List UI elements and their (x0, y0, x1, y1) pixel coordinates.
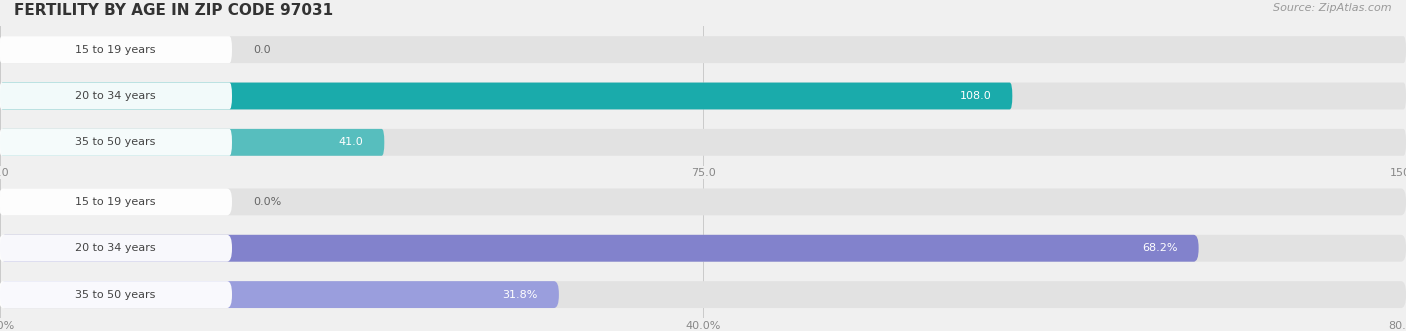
FancyBboxPatch shape (0, 281, 1406, 308)
Text: 0.0: 0.0 (253, 45, 271, 55)
FancyBboxPatch shape (0, 188, 232, 215)
FancyBboxPatch shape (0, 281, 560, 308)
Text: 20 to 34 years: 20 to 34 years (76, 91, 156, 101)
FancyBboxPatch shape (0, 82, 1012, 110)
Text: 20 to 34 years: 20 to 34 years (75, 243, 156, 253)
Text: 35 to 50 years: 35 to 50 years (75, 290, 156, 300)
FancyBboxPatch shape (0, 36, 1406, 63)
Text: FERTILITY BY AGE IN ZIP CODE 97031: FERTILITY BY AGE IN ZIP CODE 97031 (14, 3, 333, 18)
FancyBboxPatch shape (0, 281, 232, 308)
Text: 68.2%: 68.2% (1142, 243, 1177, 253)
FancyBboxPatch shape (0, 188, 1406, 215)
FancyBboxPatch shape (0, 235, 1198, 262)
FancyBboxPatch shape (0, 129, 232, 156)
Text: 0.0%: 0.0% (253, 197, 281, 207)
Text: 31.8%: 31.8% (502, 290, 537, 300)
Text: 41.0: 41.0 (339, 137, 363, 147)
FancyBboxPatch shape (0, 235, 1406, 262)
FancyBboxPatch shape (0, 235, 232, 262)
Text: Source: ZipAtlas.com: Source: ZipAtlas.com (1274, 3, 1392, 13)
Text: 15 to 19 years: 15 to 19 years (75, 197, 156, 207)
FancyBboxPatch shape (0, 129, 1406, 156)
FancyBboxPatch shape (0, 82, 232, 110)
FancyBboxPatch shape (0, 36, 232, 63)
FancyBboxPatch shape (0, 129, 384, 156)
FancyBboxPatch shape (0, 82, 1406, 110)
Text: 15 to 19 years: 15 to 19 years (76, 45, 156, 55)
Text: 108.0: 108.0 (959, 91, 991, 101)
Text: 35 to 50 years: 35 to 50 years (76, 137, 156, 147)
